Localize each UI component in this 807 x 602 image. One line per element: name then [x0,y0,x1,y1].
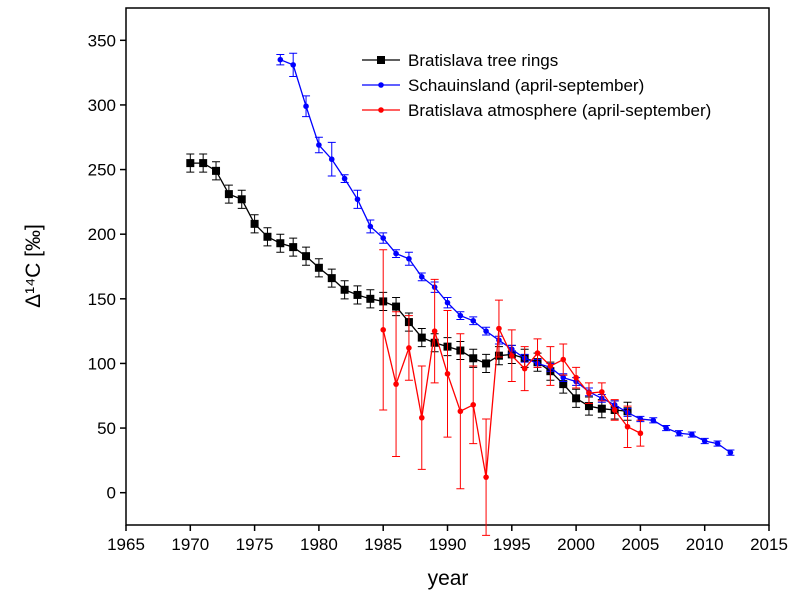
data-point [547,363,554,369]
data-point [199,159,208,168]
legend-label: Bratislava tree rings [408,51,558,70]
data-point [663,425,669,431]
x-tick-label: 2000 [557,535,595,554]
data-point [237,195,246,204]
data-point [496,325,502,332]
data-point [457,408,464,415]
data-point [263,232,272,241]
y-tick-label: 100 [88,354,116,373]
data-point [637,430,644,437]
legend-marker [378,107,384,113]
data-point [521,365,528,372]
y-axis-label: Δ¹⁴C [‰] [22,224,45,308]
data-point [354,196,361,203]
data-point [689,431,695,438]
x-tick-label: 1980 [300,535,338,554]
legend-marker [378,82,384,88]
data-point [470,317,477,324]
data-point [406,255,412,262]
y-tick-label: 200 [88,225,116,244]
data-point [393,381,399,387]
data-point [418,274,425,280]
data-point [559,380,568,389]
data-point [599,389,605,395]
data-point [392,302,401,311]
legend-marker [377,56,385,64]
data-point [277,56,284,63]
data-point [353,290,362,299]
data-point [676,430,682,437]
x-tick-label: 2005 [621,535,659,554]
data-point [290,62,296,68]
data-point [341,175,348,182]
data-point [534,350,541,356]
data-point [650,417,657,424]
data-point [597,404,606,413]
data-point [573,374,579,381]
data-point [224,190,233,199]
data-point [289,243,298,252]
data-point [482,359,491,368]
x-tick-label: 1990 [429,535,467,554]
data-point [186,159,195,168]
data-point [470,401,477,408]
data-point [366,294,375,303]
legend-label: Schauinsland (april-september) [408,76,644,95]
data-point [417,333,426,342]
data-point [250,219,259,228]
y-tick-label: 150 [88,290,116,309]
data-point [418,414,425,421]
y-tick-label: 50 [97,419,116,438]
data-point [701,438,708,444]
y-tick-label: 350 [88,31,116,50]
data-point [367,223,374,230]
data-point [483,474,489,480]
data-point [393,250,399,257]
data-point [276,239,285,248]
data-point [560,356,567,363]
data-point [727,449,734,456]
data-point [327,274,336,283]
data-point [406,345,412,351]
y-tick-label: 0 [107,484,116,503]
data-point [572,394,581,403]
data-point [611,407,618,413]
y-tick-label: 300 [88,96,116,115]
data-point [328,156,335,163]
data-point [444,299,451,306]
data-point [560,374,567,381]
x-tick-label: 1965 [107,535,145,554]
data-point [302,252,311,261]
x-tick-label: 2010 [686,535,724,554]
data-point [509,352,515,359]
data-point [380,327,387,333]
data-point [457,312,464,319]
data-point [444,370,451,377]
data-point [431,328,438,334]
data-point [340,285,349,294]
x-tick-label: 1985 [364,535,402,554]
data-point [714,440,721,447]
data-point [586,390,592,396]
data-point [314,263,323,272]
data-point [303,103,309,110]
legend-label: Bratislava atmosphere (april-september) [408,101,711,120]
x-axis-label: year [428,567,469,590]
data-point [469,354,478,363]
x-tick-label: 1970 [171,535,209,554]
data-point [584,402,593,411]
data-point [316,142,322,148]
data-point [212,166,221,175]
x-tick-label: 1995 [493,535,531,554]
data-point [483,328,489,334]
data-point [380,235,387,241]
x-tick-label: 1975 [236,535,274,554]
y-tick-label: 250 [88,161,116,180]
x-tick-label: 2015 [750,535,788,554]
data-point [624,423,631,430]
